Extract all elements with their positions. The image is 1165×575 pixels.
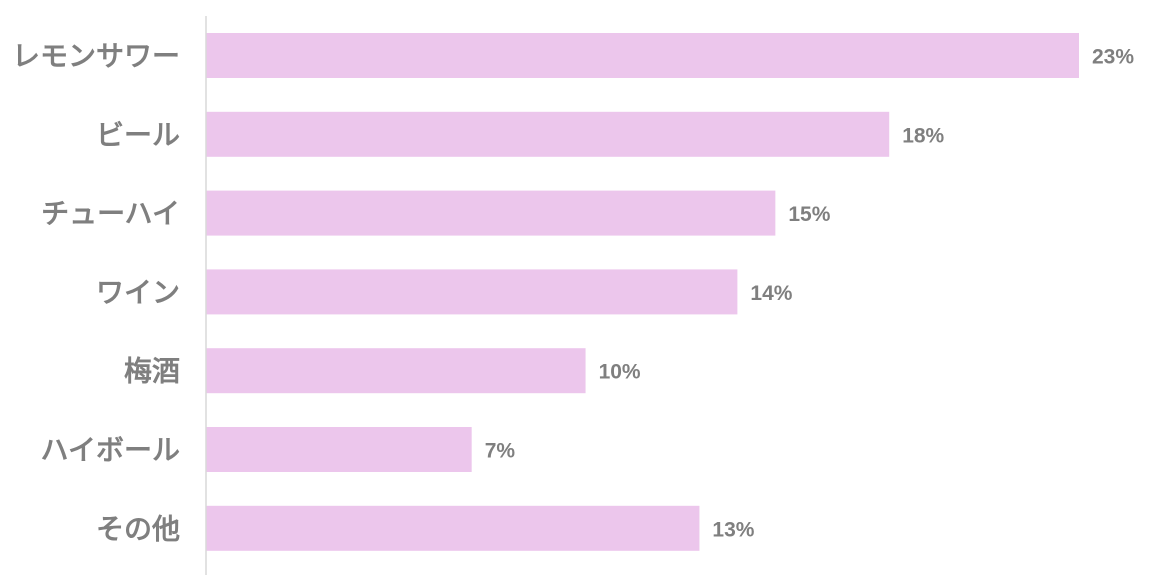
bar xyxy=(206,505,700,551)
value-label: 10% xyxy=(599,361,641,384)
category-label: レモンサワー xyxy=(12,40,180,73)
bars-group xyxy=(206,33,1079,551)
bar xyxy=(206,190,776,236)
category-label: その他 xyxy=(96,512,180,545)
value-labels-group: 23% 18% 15% 14% 10% 7% 13% xyxy=(485,46,1135,542)
category-label: ビール xyxy=(96,118,180,151)
value-label: 23% xyxy=(1092,46,1134,69)
bar xyxy=(206,427,472,472)
category-label: ハイボール xyxy=(41,434,180,467)
bar xyxy=(206,111,890,157)
category-label: 梅酒 xyxy=(124,355,180,388)
value-label: 18% xyxy=(902,124,944,147)
value-label: 14% xyxy=(750,282,792,305)
bar xyxy=(206,348,586,394)
value-label: 13% xyxy=(712,518,754,541)
category-label: チューハイ xyxy=(41,197,180,230)
value-label: 15% xyxy=(788,203,830,226)
value-label: 7% xyxy=(485,440,516,463)
bar xyxy=(206,33,1079,78)
bar xyxy=(206,269,738,315)
category-label: ワイン xyxy=(96,276,180,309)
